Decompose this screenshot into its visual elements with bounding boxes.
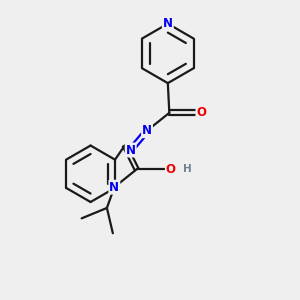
Text: N: N bbox=[163, 17, 173, 30]
Text: O: O bbox=[196, 106, 206, 119]
Text: N: N bbox=[126, 143, 136, 157]
Text: N: N bbox=[109, 181, 119, 194]
Text: N: N bbox=[142, 124, 152, 137]
Text: H: H bbox=[183, 164, 191, 174]
Text: O: O bbox=[166, 163, 176, 176]
